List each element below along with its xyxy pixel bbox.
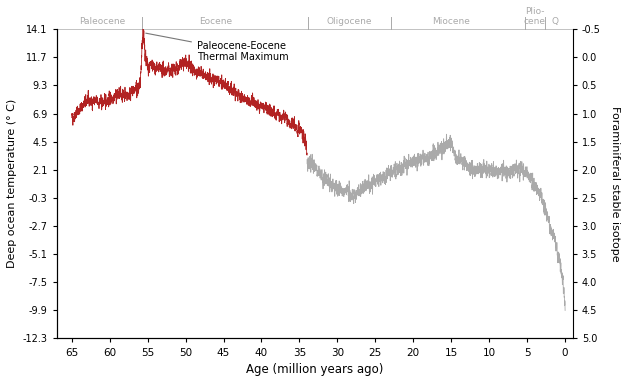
X-axis label: Age (million years ago): Age (million years ago): [246, 363, 383, 376]
Text: Eocene: Eocene: [199, 17, 233, 26]
Text: Miocene: Miocene: [433, 17, 470, 26]
Text: Paleocene-Eocene
Thermal Maximum: Paleocene-Eocene Thermal Maximum: [146, 33, 288, 62]
Text: Q: Q: [552, 17, 559, 26]
Text: Plio-
cene: Plio- cene: [524, 7, 545, 26]
Text: Oligocene: Oligocene: [326, 17, 372, 26]
Text: Paleocene: Paleocene: [79, 17, 125, 26]
Y-axis label: Deep ocean temperature (° C): Deep ocean temperature (° C): [7, 99, 17, 268]
Y-axis label: Foraminiferal stable isotope: Foraminiferal stable isotope: [610, 106, 620, 262]
